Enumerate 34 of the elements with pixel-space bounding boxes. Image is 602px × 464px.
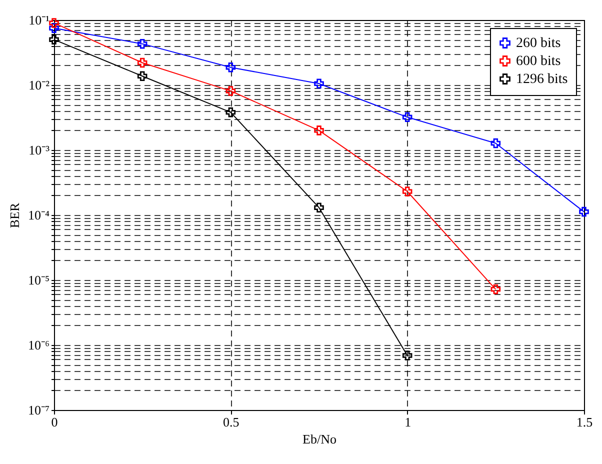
legend-label: 260 bits <box>516 36 561 51</box>
point <box>226 86 236 96</box>
x-axis-title: Eb/No <box>302 432 336 446</box>
point <box>490 284 501 294</box>
y-axis-title: BER <box>6 202 22 228</box>
point <box>314 78 324 89</box>
point <box>579 206 589 217</box>
y-tick-label: 10⁻⁷ <box>28 402 50 418</box>
point <box>314 202 324 212</box>
point <box>402 350 412 360</box>
point <box>49 34 59 44</box>
legend-label: 1296 bits <box>516 72 568 87</box>
y-tick-label: 10⁻⁴ <box>28 208 50 222</box>
point <box>137 58 148 68</box>
x-tick-label: 0.5 <box>223 414 240 430</box>
y-tick-label: 10⁻¹ <box>28 12 50 28</box>
point <box>137 38 148 49</box>
y-tick-label: 10⁻⁵ <box>28 272 50 288</box>
point <box>402 112 412 122</box>
y-tick-label: 10⁻⁶ <box>28 338 50 352</box>
y-tick-label: 10⁻³ <box>28 142 50 158</box>
x-tick-label: 0 <box>51 414 58 430</box>
point <box>226 107 236 118</box>
point <box>314 126 324 136</box>
x-tick-label: 1.5 <box>576 414 593 430</box>
y-tick-label: 10⁻² <box>28 78 50 92</box>
point <box>49 23 59 34</box>
x-tick-label: 1 <box>404 414 412 430</box>
legend-label: 600 bits <box>516 54 561 69</box>
point <box>402 186 412 196</box>
point <box>226 62 236 72</box>
point <box>490 138 501 148</box>
point <box>49 18 59 28</box>
point <box>137 71 148 81</box>
